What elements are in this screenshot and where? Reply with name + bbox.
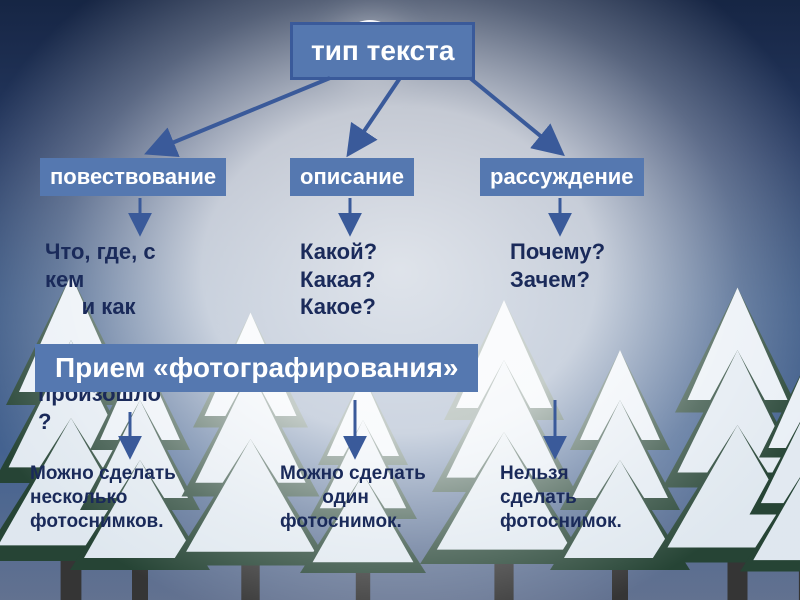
question-text-0: Что, где, с кем и как	[45, 238, 156, 321]
branch-label: повествование	[50, 164, 216, 189]
branch-node-reasoning: рассуждение	[480, 158, 644, 196]
photo-text-1: Можно сделать один фотоснимок.	[280, 462, 426, 533]
photo-text-2: Нельзя сделать фотоснимок.	[500, 462, 622, 533]
branch-label: рассуждение	[490, 164, 634, 189]
arrow	[350, 78, 400, 152]
root-label: тип текста	[311, 35, 454, 66]
photo-text-0: Можно сделать несколько фотоснимков.	[30, 462, 176, 533]
question-text-1: Какой? Какая? Какое?	[300, 238, 377, 321]
arrow	[150, 78, 330, 152]
diagram-layer: тип текста повествование описание рассужде…	[0, 0, 800, 600]
root-node: тип текста	[290, 22, 475, 80]
branch-node-description: описание	[290, 158, 414, 196]
banner: Прием «фотографирования»	[35, 344, 478, 392]
question-text-2: Почему? Зачем?	[510, 238, 605, 293]
arrow	[470, 78, 560, 152]
branch-node-narration: повествование	[40, 158, 226, 196]
banner-label: Прием «фотографирования»	[55, 352, 458, 383]
branch-label: описание	[300, 164, 404, 189]
